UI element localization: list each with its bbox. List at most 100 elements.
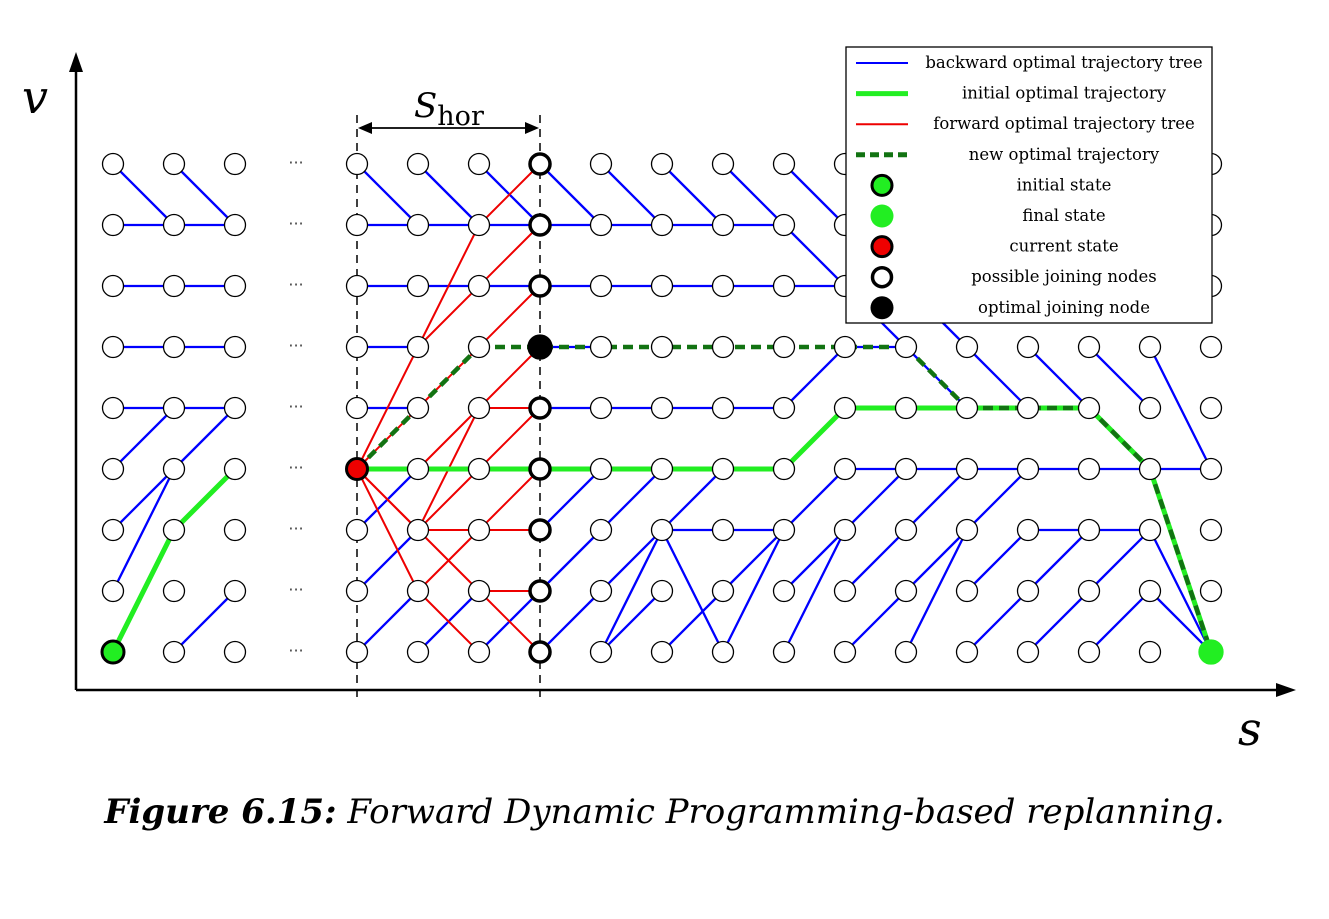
caption-text: Forward Dynamic Programming-based replan… xyxy=(347,792,1225,832)
backward-edge xyxy=(721,528,786,593)
state-node xyxy=(772,396,796,420)
state-node xyxy=(467,518,491,542)
state-node xyxy=(650,152,674,176)
backward-edge xyxy=(782,345,847,410)
figure-caption: Figure 6.15: Forward Dynamic Programming… xyxy=(0,792,1329,832)
state-node xyxy=(1077,396,1101,420)
state-node xyxy=(223,274,247,298)
state-node xyxy=(406,518,430,542)
state-node xyxy=(223,335,247,359)
forward-edge xyxy=(417,529,480,592)
state-node xyxy=(467,579,491,603)
x-axis-arrow xyxy=(1276,683,1296,697)
backward-edge xyxy=(1148,589,1213,654)
legend-label-joining: possible joining nodes xyxy=(971,267,1157,286)
state-node xyxy=(345,579,369,603)
horizon-label: Shor xyxy=(414,86,484,132)
backward-edge xyxy=(843,528,908,593)
initial-trajectory-segment xyxy=(171,466,238,533)
state-node xyxy=(589,579,613,603)
state-node xyxy=(833,640,857,664)
forward-edge xyxy=(478,407,541,470)
state-node xyxy=(345,335,369,359)
backward-edge xyxy=(172,406,237,471)
state-node xyxy=(589,396,613,420)
state-node xyxy=(894,335,918,359)
legend-label-optimal_joining: optimal joining node xyxy=(978,298,1150,317)
backward-edge xyxy=(538,589,603,654)
legend-label-forward: forward optimal trajectory tree xyxy=(933,114,1195,133)
state-node xyxy=(1138,640,1162,664)
state-node xyxy=(101,457,125,481)
state-node xyxy=(711,457,735,481)
forward-edge xyxy=(478,346,541,409)
state-node xyxy=(162,579,186,603)
legend: backward optimal trajectory tree initial … xyxy=(845,46,1213,324)
state-node xyxy=(772,518,796,542)
legend-marker-optimal_joining xyxy=(870,296,894,320)
ellipsis-column: ··· ··· ··· ··· ··· ··· ··· ··· ··· xyxy=(288,153,303,660)
forward-edge xyxy=(356,346,419,470)
ellipsis: ··· xyxy=(288,336,303,355)
backward-edge xyxy=(904,528,969,654)
backward-edge xyxy=(965,467,1030,532)
state-node xyxy=(589,457,613,481)
state-node xyxy=(101,396,125,420)
state-node xyxy=(162,396,186,420)
backward-edge xyxy=(111,467,176,593)
backward-edge xyxy=(1026,345,1091,410)
state-node xyxy=(406,213,430,237)
state-node xyxy=(772,640,796,664)
state-node xyxy=(101,274,125,298)
ellipsis: ··· xyxy=(288,458,303,477)
state-node xyxy=(1138,396,1162,420)
ellipsis: ··· xyxy=(288,641,303,660)
state-node xyxy=(711,213,735,237)
state-node xyxy=(1077,518,1101,542)
joining-node xyxy=(528,274,552,298)
legend-label-final_state: final state xyxy=(1022,206,1105,225)
state-node xyxy=(223,213,247,237)
state-node xyxy=(711,579,735,603)
state-node xyxy=(833,457,857,481)
state-node xyxy=(1138,579,1162,603)
x-axis-label: s xyxy=(1238,702,1262,756)
forward-edge xyxy=(478,163,541,226)
backward-edge xyxy=(1148,345,1213,471)
state-node xyxy=(650,518,674,542)
backward-edge xyxy=(782,528,847,593)
state-node xyxy=(1199,457,1223,481)
state-node xyxy=(833,335,857,359)
state-node xyxy=(589,274,613,298)
state-node xyxy=(589,152,613,176)
initial-state-node xyxy=(100,639,126,665)
backward-edge xyxy=(538,467,603,532)
state-node xyxy=(101,152,125,176)
state-node xyxy=(650,274,674,298)
state-node xyxy=(162,335,186,359)
state-node xyxy=(955,396,979,420)
state-node xyxy=(223,396,247,420)
joining-node xyxy=(528,213,552,237)
new-trajectory-segment xyxy=(416,345,481,410)
state-node xyxy=(101,579,125,603)
state-node xyxy=(1077,457,1101,481)
ellipsis: ··· xyxy=(288,275,303,294)
state-node xyxy=(162,518,186,542)
joining-node xyxy=(528,518,552,542)
y-axis-label: v xyxy=(22,70,48,124)
initial-trajectory-segment xyxy=(781,405,848,472)
backward-edge xyxy=(1026,589,1091,654)
state-node xyxy=(1138,457,1162,481)
state-node xyxy=(467,396,491,420)
backward-edge xyxy=(904,467,969,532)
backward-edge xyxy=(721,162,786,227)
state-node xyxy=(467,274,491,298)
state-node xyxy=(1016,457,1040,481)
state-node xyxy=(711,274,735,298)
backward-edge xyxy=(1026,528,1091,593)
state-node xyxy=(589,518,613,542)
state-node xyxy=(345,396,369,420)
state-node xyxy=(1199,518,1223,542)
backward-edge xyxy=(843,589,908,654)
